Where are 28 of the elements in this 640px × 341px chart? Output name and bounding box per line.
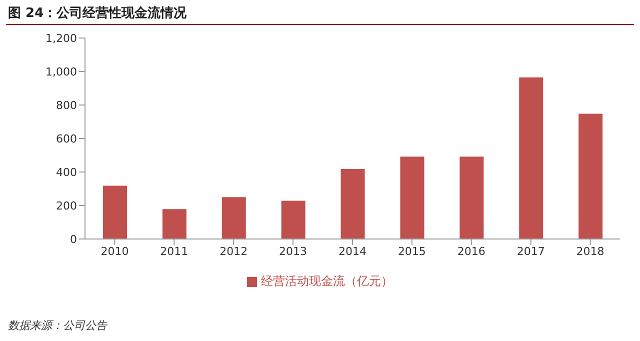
x-tick-label: 2017 [516,244,545,258]
x-tick-label: 2011 [160,244,188,258]
x-tick-label: 2014 [338,244,366,258]
y-tick-label: 800 [56,98,77,112]
x-tick-label: 2010 [100,244,129,258]
bar [460,156,484,239]
y-tick-label: 0 [70,232,77,246]
y-tick-label: 1,000 [46,65,77,78]
x-tick-label: 2018 [576,244,604,258]
chart-title: 图 24：公司经营性现金流情况 [8,4,187,22]
x-tick-label: 2016 [457,244,486,258]
bar [103,186,127,239]
bar [281,200,306,239]
legend-label: 经营活动现金流（亿元） [261,274,393,288]
x-tick-label: 2012 [220,244,248,258]
y-tick-label: 600 [56,132,77,146]
y-tick-label: 200 [56,199,77,212]
y-tick-label: 1,200 [46,32,77,45]
bar [340,168,365,239]
y-tick-label: 400 [56,166,77,179]
bar [162,209,186,239]
bar [222,197,246,239]
bar [519,77,544,239]
bar [400,156,424,239]
x-tick-label: 2015 [398,244,426,258]
source-note: 数据来源：公司公告 [8,318,107,333]
x-tick-label: 2013 [279,244,308,258]
bar [578,114,603,239]
